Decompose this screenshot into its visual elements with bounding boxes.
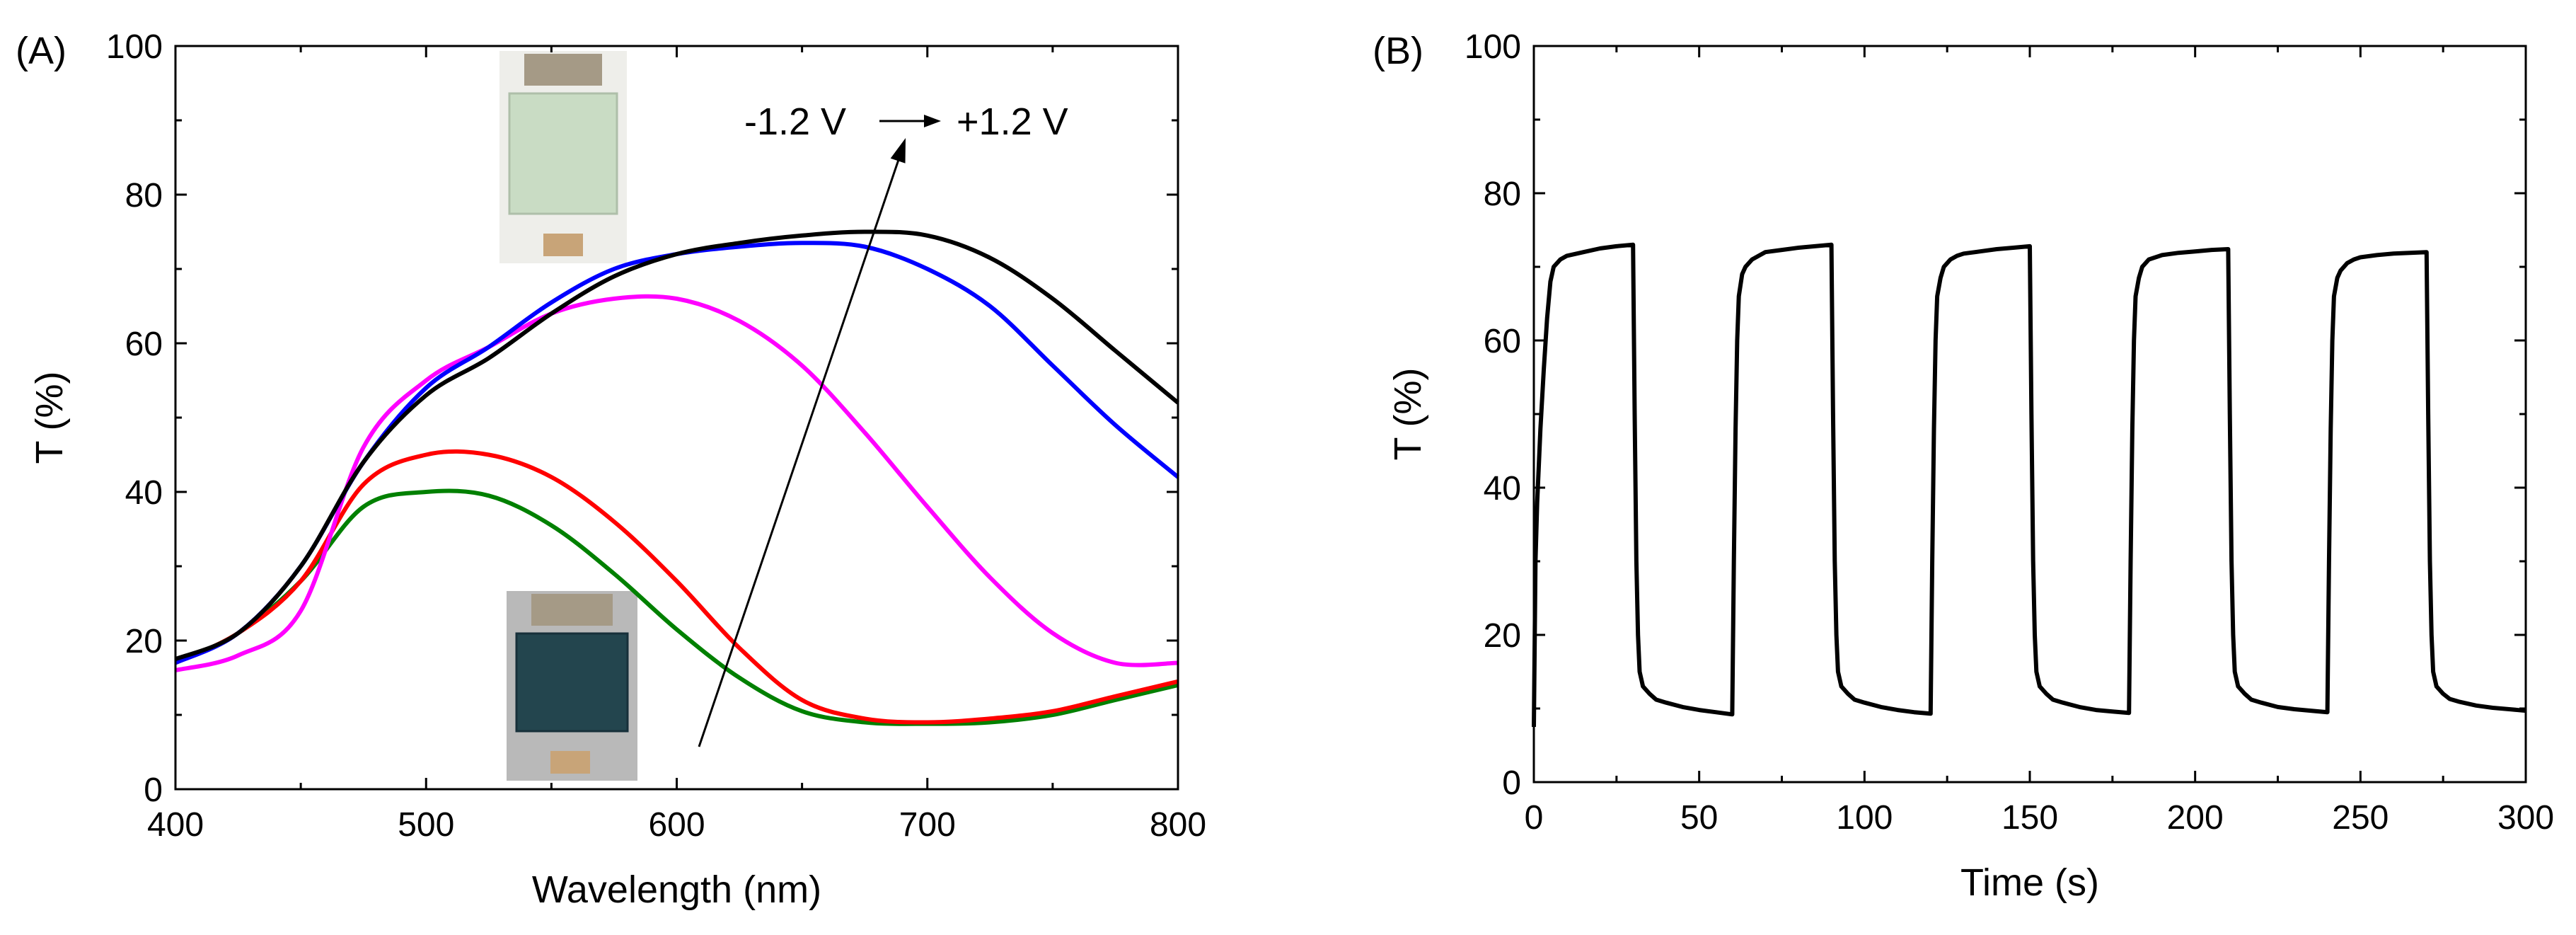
y-tick-label: 60 xyxy=(125,326,163,363)
trend-arrowhead xyxy=(890,138,906,164)
photo-device-film xyxy=(508,92,618,215)
series-group xyxy=(174,229,1179,726)
photo-electrode-bottom xyxy=(550,751,590,774)
y-tick-label: 80 xyxy=(125,177,163,214)
x-tick-label: 0 xyxy=(1525,799,1544,837)
series-line xyxy=(175,294,1179,672)
x-tick-label: 500 xyxy=(398,806,454,844)
photo-electrode-bottom xyxy=(543,234,583,256)
bleached-device-photo xyxy=(499,51,627,263)
x-tick-label: 50 xyxy=(1680,799,1718,837)
ticks: 0 50 100 150 200 250 300 0 20 40 60 80 100 xyxy=(1465,28,2554,837)
x-axis-title: Wavelength (nm) xyxy=(532,868,821,911)
series-line xyxy=(1532,242,2526,728)
y-tick-label: 60 xyxy=(1484,323,1521,360)
annotation-start-label: -1.2 V xyxy=(744,101,846,143)
y-tick-label: 0 xyxy=(144,771,163,809)
x-tick-label: 250 xyxy=(2332,799,2389,837)
voltage-annotation: -1.2 V +1.2 V xyxy=(698,101,1068,747)
series-line xyxy=(174,241,1179,665)
x-tick-label: 200 xyxy=(2167,799,2224,837)
y-axis-title: T (%) xyxy=(1387,368,1429,461)
insets xyxy=(499,51,637,781)
photo-electrode-top xyxy=(531,594,613,626)
x-tick-label: 100 xyxy=(1836,799,1893,837)
panel-a: (A) 400 500 600 700 800 0 20 40 60 80 100 Waveleng… xyxy=(16,28,1206,911)
series-line xyxy=(174,449,1179,725)
panel-b: (B) 0 50 100 150 200 250 300 0 20 40 60 80 100 Time … xyxy=(1373,28,2554,904)
y-tick-label: 100 xyxy=(106,28,163,66)
trend-arrow-line xyxy=(698,153,902,747)
plot-area-frame xyxy=(174,45,1179,791)
x-tick-label: 150 xyxy=(2002,799,2058,837)
x-tick-label: 600 xyxy=(648,806,705,844)
x-axis-title: Time (s) xyxy=(1960,861,2099,904)
photo-device-film xyxy=(515,632,629,733)
colored-device-photo xyxy=(507,591,637,781)
photo-electrode-top xyxy=(524,54,602,86)
series-line xyxy=(174,229,1179,662)
y-tick-label: 80 xyxy=(1484,176,1521,213)
x-tick-label: 800 xyxy=(1150,806,1206,844)
series-line xyxy=(174,488,1179,726)
x-tick-label: 300 xyxy=(2497,799,2554,837)
direction-arrowhead-short xyxy=(924,115,941,127)
y-tick-label: 40 xyxy=(1484,470,1521,507)
y-tick-label: 20 xyxy=(125,623,163,660)
panel-b-label: (B) xyxy=(1373,30,1423,72)
ticks: 400 500 600 700 800 0 20 40 60 80 100 xyxy=(106,28,1206,844)
y-tick-label: 20 xyxy=(1484,617,1521,655)
series-group xyxy=(1532,242,2526,728)
y-tick-label: 100 xyxy=(1465,28,1521,66)
y-tick-label: 40 xyxy=(125,474,163,512)
annotation-end-label: +1.2 V xyxy=(957,101,1068,143)
y-tick-label: 0 xyxy=(1502,764,1521,802)
y-axis-title: T (%) xyxy=(28,372,71,464)
x-tick-label: 700 xyxy=(899,806,956,844)
x-tick-label: 400 xyxy=(147,806,204,844)
panel-a-label: (A) xyxy=(16,30,67,72)
